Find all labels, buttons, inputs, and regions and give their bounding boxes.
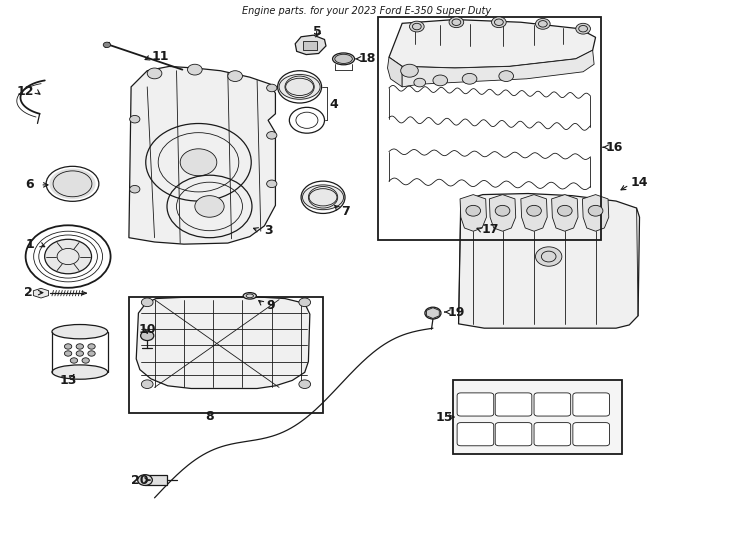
Polygon shape	[33, 288, 48, 298]
Polygon shape	[582, 194, 608, 231]
Circle shape	[142, 298, 153, 307]
Circle shape	[142, 380, 153, 388]
Circle shape	[103, 42, 111, 48]
Circle shape	[299, 298, 310, 307]
Polygon shape	[402, 50, 594, 87]
Circle shape	[130, 185, 140, 193]
Bar	[129, 297, 323, 413]
Text: 13: 13	[59, 374, 77, 387]
Circle shape	[82, 358, 90, 363]
Bar	[145, 475, 167, 485]
Circle shape	[410, 21, 424, 32]
Text: 14: 14	[631, 176, 648, 189]
Bar	[454, 380, 622, 454]
FancyBboxPatch shape	[495, 423, 532, 446]
Circle shape	[492, 17, 506, 28]
FancyBboxPatch shape	[457, 393, 494, 416]
Circle shape	[266, 180, 277, 187]
Circle shape	[76, 351, 84, 356]
Circle shape	[466, 205, 481, 216]
Circle shape	[536, 18, 550, 29]
FancyBboxPatch shape	[495, 393, 532, 416]
Circle shape	[414, 78, 426, 87]
Polygon shape	[521, 194, 548, 231]
Text: 8: 8	[206, 410, 214, 423]
Text: 7: 7	[341, 205, 349, 218]
Polygon shape	[137, 297, 310, 388]
FancyBboxPatch shape	[534, 393, 570, 416]
Text: 1: 1	[26, 238, 34, 251]
Circle shape	[425, 307, 441, 319]
Polygon shape	[552, 194, 578, 231]
FancyBboxPatch shape	[457, 423, 494, 446]
Circle shape	[180, 149, 217, 176]
Bar	[302, 40, 317, 50]
Circle shape	[266, 132, 277, 139]
Polygon shape	[388, 57, 402, 87]
Circle shape	[495, 205, 510, 216]
Ellipse shape	[333, 53, 355, 65]
Circle shape	[588, 205, 603, 216]
Text: 10: 10	[139, 323, 156, 336]
Text: 4: 4	[330, 98, 338, 111]
Circle shape	[88, 344, 95, 349]
Circle shape	[88, 351, 95, 356]
Circle shape	[195, 195, 224, 217]
FancyBboxPatch shape	[573, 423, 609, 446]
Circle shape	[266, 84, 277, 92]
Text: 16: 16	[606, 141, 623, 154]
Text: 18: 18	[358, 52, 376, 65]
Text: 19: 19	[448, 306, 465, 319]
Polygon shape	[426, 308, 439, 319]
Text: Engine parts. for your 2023 Ford E-350 Super Duty: Engine parts. for your 2023 Ford E-350 S…	[242, 6, 492, 16]
Ellipse shape	[52, 325, 108, 339]
Ellipse shape	[335, 55, 352, 63]
Circle shape	[148, 68, 162, 79]
Circle shape	[130, 116, 140, 123]
Text: 3: 3	[264, 224, 272, 237]
Text: 15: 15	[435, 410, 453, 423]
Text: 12: 12	[16, 85, 34, 98]
Circle shape	[499, 71, 514, 82]
Text: 9: 9	[266, 299, 275, 312]
Polygon shape	[129, 66, 275, 244]
Circle shape	[138, 475, 153, 485]
Ellipse shape	[52, 365, 108, 379]
Circle shape	[76, 344, 84, 349]
Text: 17: 17	[482, 223, 499, 236]
Ellipse shape	[301, 184, 345, 211]
Circle shape	[536, 247, 562, 266]
Text: 5: 5	[313, 25, 321, 38]
Circle shape	[228, 71, 242, 82]
Ellipse shape	[243, 293, 256, 299]
Text: 20: 20	[131, 474, 149, 487]
Ellipse shape	[49, 168, 95, 199]
Circle shape	[187, 64, 202, 75]
Text: 11: 11	[152, 50, 169, 63]
Circle shape	[299, 380, 310, 388]
Circle shape	[70, 358, 78, 363]
Bar	[378, 17, 601, 240]
Polygon shape	[295, 35, 326, 55]
Polygon shape	[459, 193, 639, 328]
Circle shape	[449, 17, 464, 28]
Polygon shape	[460, 194, 487, 231]
Circle shape	[575, 23, 590, 34]
Circle shape	[558, 205, 572, 216]
Circle shape	[462, 73, 477, 84]
Polygon shape	[389, 19, 595, 68]
Circle shape	[65, 351, 72, 356]
Text: 2: 2	[24, 286, 33, 299]
Circle shape	[527, 205, 542, 216]
Circle shape	[65, 344, 72, 349]
Circle shape	[433, 75, 448, 86]
FancyBboxPatch shape	[573, 393, 609, 416]
Circle shape	[45, 239, 92, 274]
Circle shape	[401, 64, 418, 77]
Circle shape	[141, 331, 154, 341]
Ellipse shape	[277, 73, 321, 100]
FancyBboxPatch shape	[534, 423, 570, 446]
Text: 6: 6	[26, 178, 34, 191]
Polygon shape	[490, 194, 516, 231]
